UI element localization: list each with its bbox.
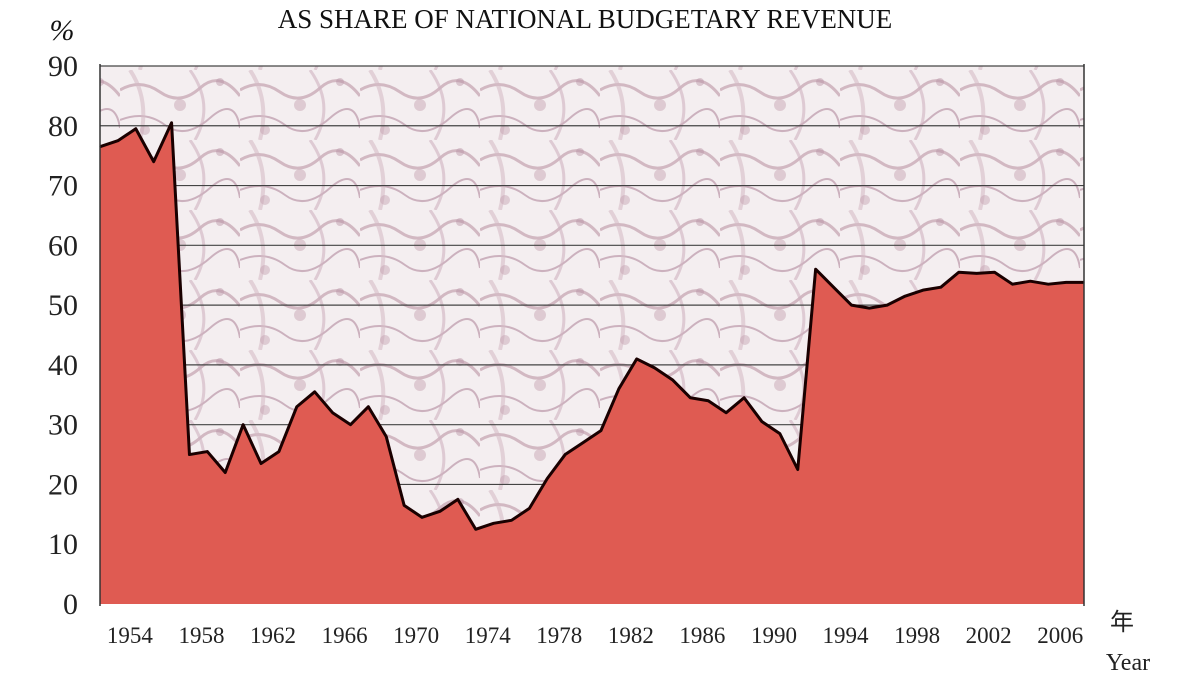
data-area bbox=[99, 121, 1084, 605]
y-tick-label-10: 10 bbox=[48, 528, 78, 561]
data-point-1964 bbox=[296, 406, 298, 408]
x-axis-label-chinese: 年 bbox=[1110, 608, 1134, 636]
y-unit-label: % bbox=[50, 14, 75, 47]
data-point-1959 bbox=[206, 450, 208, 453]
y-tick-label-60: 60 bbox=[48, 229, 78, 262]
data-point-1974 bbox=[475, 528, 477, 530]
data-point-1968 bbox=[367, 406, 369, 408]
data-point-1996 bbox=[868, 307, 870, 309]
data-point-2005 bbox=[1029, 280, 1031, 282]
data-point-1978 bbox=[546, 477, 548, 480]
data-point-1987 bbox=[707, 400, 709, 402]
data-point-1989 bbox=[743, 397, 745, 399]
data-point-1975 bbox=[493, 522, 495, 524]
data-point-1960 bbox=[224, 471, 226, 474]
data-point-2007 bbox=[1065, 281, 1067, 283]
x-axis-ticks: 1954 1958 1962 1966 1970 1974 1978 1982 1986 1990… bbox=[107, 623, 1083, 648]
x-tick-label-1954: 1954 bbox=[107, 623, 154, 648]
x-tick-label-2002: 2002 bbox=[966, 623, 1012, 648]
data-point-1998 bbox=[904, 295, 906, 297]
area-fill bbox=[100, 122, 1084, 605]
chart-title: AS SHARE OF NATIONAL BUDGETARY REVENUE bbox=[278, 4, 893, 34]
data-point-1984 bbox=[654, 367, 656, 369]
data-point-1990 bbox=[761, 421, 763, 423]
data-point-1986 bbox=[689, 397, 692, 399]
data-point-1967 bbox=[349, 424, 352, 426]
data-point-1999 bbox=[922, 289, 924, 291]
y-axis-ticks: 0 10 20 30 40 50 60 70 80 90 bbox=[48, 50, 78, 621]
y-tick-label-40: 40 bbox=[48, 349, 78, 382]
x-tick-label-1986: 1986 bbox=[679, 623, 725, 648]
x-tick-label-1966: 1966 bbox=[322, 623, 368, 648]
data-point-1992 bbox=[797, 468, 799, 471]
data-point-1963 bbox=[278, 450, 280, 453]
data-point-1976 bbox=[510, 519, 513, 521]
x-tick-label-2006: 2006 bbox=[1037, 623, 1083, 648]
data-point-1981 bbox=[600, 430, 602, 432]
data-point-1969 bbox=[385, 436, 387, 438]
data-point-2001 bbox=[958, 271, 960, 273]
data-point-1980 bbox=[582, 442, 584, 444]
data-point-2003 bbox=[993, 271, 996, 273]
data-point-1985 bbox=[671, 379, 674, 381]
data-point-1956 bbox=[153, 161, 155, 163]
data-point-1954 bbox=[117, 140, 119, 142]
data-point-1966 bbox=[331, 412, 334, 414]
data-point-1979 bbox=[564, 453, 566, 456]
x-tick-label-1970: 1970 bbox=[393, 623, 439, 648]
x-tick-label-1978: 1978 bbox=[536, 623, 582, 648]
y-tick-label-90: 90 bbox=[48, 50, 78, 83]
data-point-1962 bbox=[260, 462, 262, 465]
x-tick-label-1998: 1998 bbox=[894, 623, 940, 648]
y-tick-label-20: 20 bbox=[48, 468, 78, 501]
data-point-1994 bbox=[832, 286, 835, 288]
data-point-1982 bbox=[618, 388, 620, 390]
data-point-1973 bbox=[457, 498, 459, 500]
y-tick-label-80: 80 bbox=[48, 110, 78, 143]
data-point-1957 bbox=[170, 122, 173, 124]
data-point-1971 bbox=[421, 516, 423, 518]
data-point-2002 bbox=[976, 272, 978, 275]
data-point-1972 bbox=[439, 510, 441, 512]
y-tick-label-70: 70 bbox=[48, 170, 78, 203]
x-tick-label-1982: 1982 bbox=[608, 623, 654, 648]
y-tick-label-50: 50 bbox=[48, 289, 78, 322]
x-tick-label-1990: 1990 bbox=[751, 623, 797, 648]
data-point-1993 bbox=[815, 268, 817, 270]
y-tick-label-30: 30 bbox=[48, 409, 78, 442]
data-point-1991 bbox=[779, 433, 781, 435]
data-point-1955 bbox=[135, 128, 137, 130]
data-point-1970 bbox=[403, 504, 405, 506]
data-point-2006 bbox=[1047, 283, 1049, 285]
x-tick-label-1958: 1958 bbox=[178, 623, 224, 648]
x-tick-label-1974: 1974 bbox=[465, 623, 512, 648]
data-point-1983 bbox=[636, 358, 638, 360]
x-axis-label: Year bbox=[1106, 650, 1150, 676]
data-point-1958 bbox=[188, 453, 191, 456]
y-tick-label-0: 0 bbox=[63, 588, 78, 621]
x-tick-label-1962: 1962 bbox=[250, 623, 296, 648]
data-point-1997 bbox=[886, 304, 888, 306]
data-point-2000 bbox=[940, 286, 942, 288]
series-line bbox=[99, 121, 1084, 531]
data-point-2004 bbox=[1011, 283, 1014, 285]
x-tick-label-1994: 1994 bbox=[823, 623, 870, 648]
data-point-1988 bbox=[725, 412, 727, 414]
data-point-1977 bbox=[528, 507, 530, 509]
data-point-1961 bbox=[242, 424, 244, 426]
data-point-1965 bbox=[314, 391, 316, 393]
data-point-1995 bbox=[850, 304, 853, 306]
